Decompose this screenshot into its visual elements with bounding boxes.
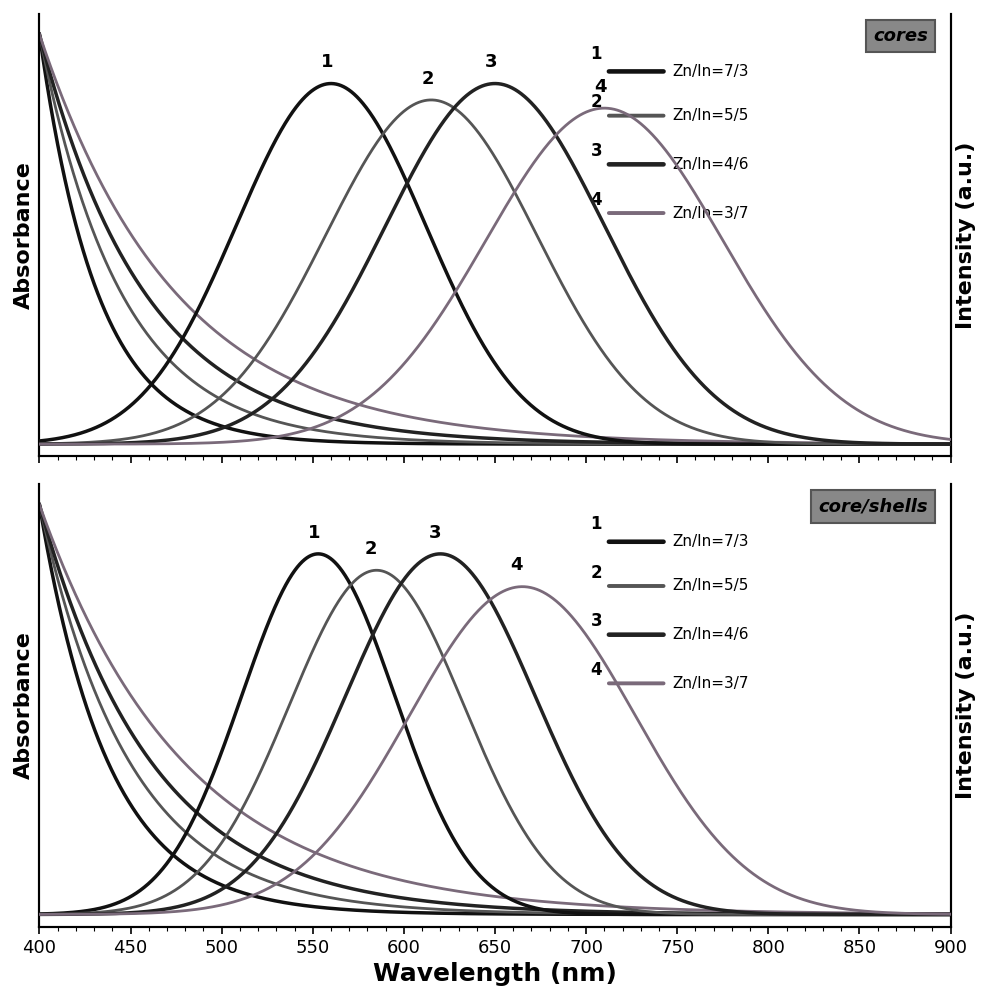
Text: Zn/In=4/6: Zn/In=4/6 — [672, 157, 749, 172]
Y-axis label: Intensity (a.u.): Intensity (a.u.) — [956, 612, 976, 799]
Text: Zn/In=4/6: Zn/In=4/6 — [672, 627, 749, 642]
Text: Zn/In=7/3: Zn/In=7/3 — [672, 534, 749, 549]
Text: Zn/In=3/7: Zn/In=3/7 — [672, 206, 749, 221]
Y-axis label: Absorbance: Absorbance — [14, 632, 34, 779]
Text: 2: 2 — [365, 540, 377, 558]
Text: Zn/In=7/3: Zn/In=7/3 — [672, 64, 749, 79]
Text: 4: 4 — [511, 556, 523, 574]
Text: Zn/In=5/5: Zn/In=5/5 — [672, 578, 749, 593]
Text: 4: 4 — [591, 661, 602, 679]
Text: 3: 3 — [591, 612, 602, 630]
Text: Zn/In=5/5: Zn/In=5/5 — [672, 108, 749, 123]
Text: 1: 1 — [591, 515, 602, 533]
Text: 1: 1 — [591, 45, 602, 63]
Text: core/shells: core/shells — [818, 497, 928, 515]
Text: 1: 1 — [321, 53, 334, 71]
Text: 3: 3 — [591, 142, 602, 160]
Text: 2: 2 — [591, 564, 602, 582]
Text: Zn/In=3/7: Zn/In=3/7 — [672, 676, 749, 691]
Text: 3: 3 — [485, 53, 498, 71]
Text: 4: 4 — [594, 78, 607, 96]
Text: 2: 2 — [422, 70, 434, 88]
Y-axis label: Intensity (a.u.): Intensity (a.u.) — [956, 141, 976, 329]
Text: 1: 1 — [308, 524, 321, 542]
Text: 4: 4 — [591, 191, 602, 209]
Y-axis label: Absorbance: Absorbance — [14, 161, 34, 309]
Text: cores: cores — [873, 27, 928, 45]
Text: 2: 2 — [591, 93, 602, 111]
Text: 3: 3 — [429, 524, 442, 542]
X-axis label: Wavelength (nm): Wavelength (nm) — [373, 962, 617, 986]
